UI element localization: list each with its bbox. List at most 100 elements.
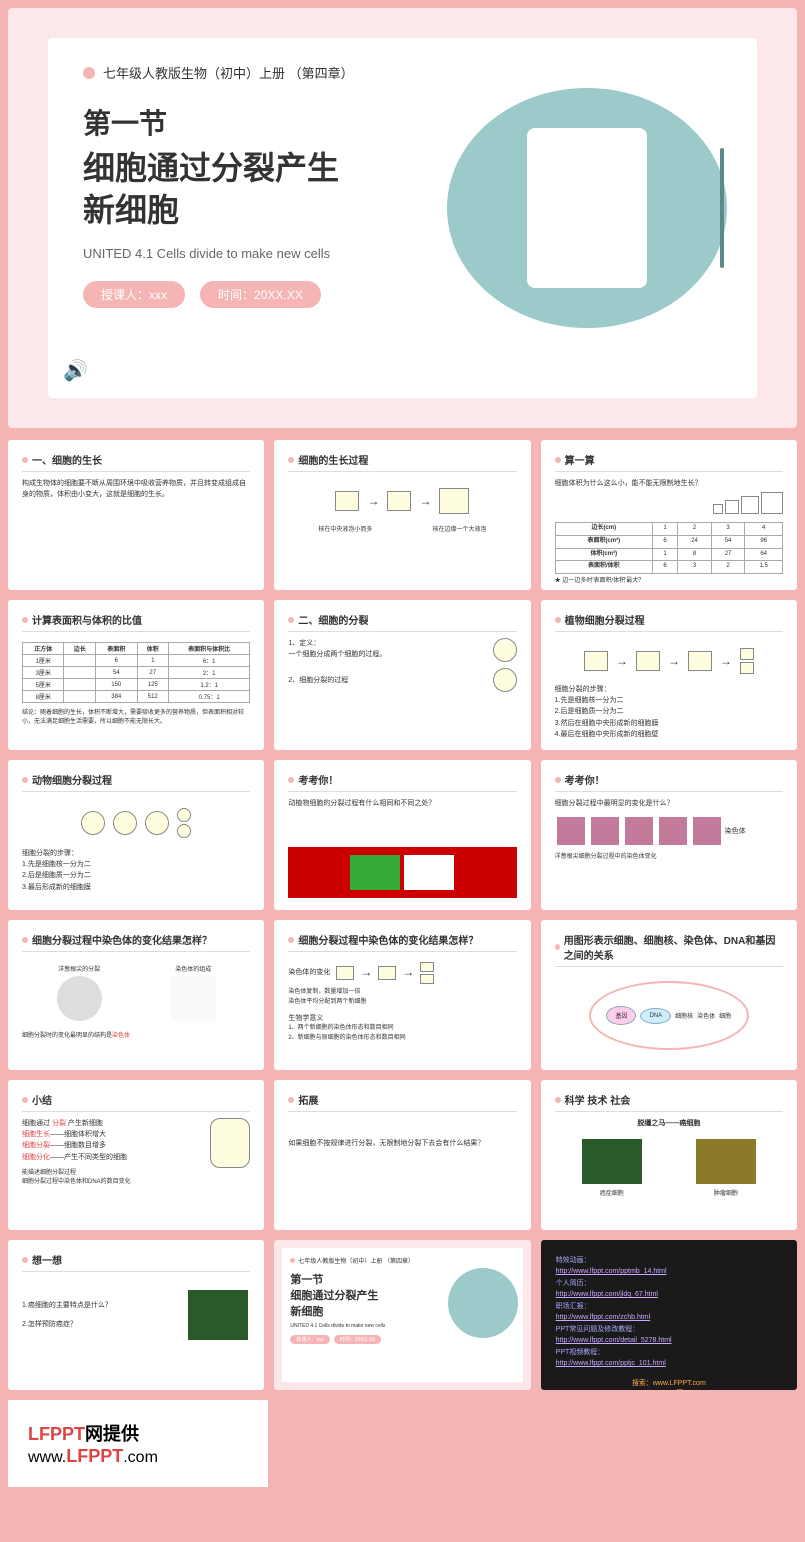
link[interactable]: http://www.lfppt.com/pptmb_14.html bbox=[556, 1268, 782, 1275]
breadcrumb-text: 七年级人教版生物（初中）上册 （第四章） bbox=[103, 63, 354, 82]
caption: 核在边缘一个大液泡 bbox=[433, 524, 487, 533]
slide-mini-title: 七年级人教版生物（初中）上册 （第四章） 第一节 细胞通过分裂产生 新细胞 UN… bbox=[274, 1240, 530, 1390]
slide-chromosome-result-2: 细胞分裂过程中染色体的变化结果怎样？ 染色体的变化 → → 染色体复制，数量增加… bbox=[274, 920, 530, 1070]
venn-label: 染色体 bbox=[697, 1011, 715, 1020]
chromosome-icon bbox=[336, 966, 354, 980]
slide-quiz-2: 考考你！ 细胞分裂过程中最明显的变化是什么？ 染色体 洋葱根尖细胞分裂过程中的染… bbox=[541, 760, 797, 910]
cell-icon bbox=[493, 638, 517, 662]
onion-image bbox=[57, 976, 102, 1021]
slide-title: 计算表面积与体积的比值 bbox=[32, 612, 142, 627]
link[interactable]: http://www.lfppt.com/detail_5278.html bbox=[556, 1337, 782, 1344]
slide-ratio-table: 计算表面积与体积的比值 正方体边长表面积体积表面积与体积比 1厘米616：1 3… bbox=[8, 600, 264, 750]
venn-label: 基因 bbox=[606, 1006, 636, 1025]
conclusion: 结论：随着细胞的生长，体积不断增大，需要吸收更多的营养物质，但表面积相对较小，无… bbox=[22, 707, 250, 725]
slide-quiz-1: 考考你！ 动植物细胞的分裂过程有什么相同和不同之处？ bbox=[274, 760, 530, 910]
table-footer: ★ 边一边多时'表面积/体积'最大？ bbox=[555, 577, 783, 587]
chromosome-image bbox=[659, 817, 687, 845]
chromosome-image bbox=[625, 817, 653, 845]
label: 染色体的组成 bbox=[171, 964, 216, 973]
caption: 核在中央液泡小而多 bbox=[318, 524, 372, 533]
cell-icon bbox=[584, 651, 608, 671]
step: 4.最后在细胞中央形成新的细胞壁 bbox=[555, 729, 783, 740]
microscope-icon bbox=[527, 128, 647, 288]
slide-animal-division: 动物细胞分裂过程 细胞分裂的步骤： 1.先是细胞核一分为二 2.后是细胞质一分为… bbox=[8, 760, 264, 910]
chromosome-image bbox=[591, 817, 619, 845]
cancer-cell-image bbox=[582, 1139, 642, 1184]
slide-title: 一、细胞的生长 bbox=[32, 452, 102, 467]
link[interactable]: http://www.lfppt.com/pptjc_101.html bbox=[556, 1360, 782, 1367]
chromosome-icon bbox=[378, 966, 396, 980]
slide-title: 细胞分裂过程中染色体的变化结果怎样？ bbox=[32, 932, 212, 947]
step: 1.先是细胞核一分为二 bbox=[555, 695, 783, 706]
cell-icon bbox=[177, 808, 191, 822]
step: 2.后是细胞质一分为二 bbox=[22, 870, 250, 881]
slide-title: 用图形表示细胞、细胞核、染色体、DNA和基因之间的关系 bbox=[564, 932, 783, 962]
brand-url: www.LFPPT.com bbox=[28, 1446, 248, 1467]
dna-icon bbox=[707, 148, 737, 268]
growth-diagram: → → bbox=[288, 488, 516, 514]
question: 细胞体积为什么这么小，能不能无限制地生长？ bbox=[555, 478, 783, 489]
summary-image bbox=[210, 1118, 250, 1168]
steps-title: 细胞分裂的步骤： bbox=[555, 684, 783, 695]
sub-label: 生物学意义 bbox=[288, 1013, 516, 1024]
slide-cell-growth: 一、细胞的生长 构成生物体的细胞要不断从周围环境中吸收营养物质，并且转变成组成自… bbox=[8, 440, 264, 590]
search-text: 搜索：www.LFPPT.com bbox=[556, 1378, 782, 1388]
chromosome-image bbox=[557, 817, 585, 845]
slide-title: 想一想 bbox=[32, 1252, 62, 1267]
chromosome-image bbox=[693, 817, 721, 845]
cell-icon bbox=[177, 824, 191, 838]
venn-label: DNA bbox=[640, 1008, 671, 1024]
animal-division-diagram bbox=[22, 808, 250, 838]
step: 3.然后在细胞中央形成新的细胞膜 bbox=[555, 718, 783, 729]
brand-name: LFPPT bbox=[28, 1424, 85, 1444]
question: 细胞分裂过程中最明显的变化是什么？ bbox=[555, 798, 783, 809]
slide-title: 细胞的生长过程 bbox=[298, 452, 368, 467]
slide-science-tech: 科学 技术 社会 脱缰之马——癌细胞 癌症细胞 肿瘤细胞 bbox=[541, 1080, 797, 1230]
slide-links: 特效动画：http://www.lfppt.com/pptmb_14.html … bbox=[541, 1240, 797, 1390]
time-pill: 时间：20XX.XX bbox=[200, 281, 321, 308]
label: 洋葱根尖的分裂 bbox=[57, 964, 102, 973]
tumor-cell-image bbox=[696, 1139, 756, 1184]
title-slide: 七年级人教版生物（初中）上册 （第四章） 第一节 细胞通过分裂产生 新细胞 UN… bbox=[8, 8, 797, 428]
slide-summary: 小结 细胞通过 分裂 产生新细胞 细胞生长——细胞体积增大 细胞分裂——细胞数目… bbox=[8, 1080, 264, 1230]
definition-body: 一个细胞分成两个细胞的过程。 bbox=[288, 649, 386, 660]
cell-icon bbox=[145, 811, 169, 835]
slide-title: 拓展 bbox=[298, 1092, 318, 1107]
cell-stage-3 bbox=[439, 488, 469, 514]
sub-body: 染色体复制，数量增加一倍 染色体平均分配到两个新细胞 bbox=[288, 988, 516, 1007]
venn-label: 细胞核 bbox=[675, 1011, 693, 1020]
venn-diagram: 基因 DNA 细胞核 染色体 细胞 bbox=[589, 981, 749, 1050]
slide-title: 二、细胞的分裂 bbox=[298, 612, 368, 627]
arrow-icon: → bbox=[367, 494, 379, 508]
cell-icon bbox=[113, 811, 137, 835]
cell-icon bbox=[493, 668, 517, 692]
cell-icon bbox=[636, 651, 660, 671]
slide-title: 算一算 bbox=[565, 452, 595, 467]
mini-hero-graphic bbox=[448, 1268, 518, 1338]
slide-title: 动物细胞分裂过程 bbox=[32, 772, 112, 787]
sub-label: 染色体的变化 bbox=[288, 967, 330, 978]
cell-stage-1 bbox=[335, 491, 359, 511]
venn-label: 细胞 bbox=[719, 1011, 731, 1020]
brand-suffix: 网提供 bbox=[85, 1424, 139, 1444]
label: 肿瘤细胞 bbox=[694, 1190, 758, 1200]
slide-calculate: 算一算 细胞体积为什么这么小，能不能无限制地生长？ 边长(cm)1234 表面积… bbox=[541, 440, 797, 590]
cell-icon bbox=[688, 651, 712, 671]
slide-title: 考考你！ bbox=[565, 772, 605, 787]
cell-icon bbox=[740, 648, 754, 660]
slide-body: 构成生物体的细胞要不断从周围环境中吸收营养物质，并且转变成组成自身的物质，体积由… bbox=[22, 478, 250, 578]
arrow-icon: → bbox=[419, 494, 431, 508]
slide-chromosome-result-1: 细胞分裂过程中染色体的变化结果怎样？ 洋葱根尖的分裂 染色体的组成 细胞分裂时的… bbox=[8, 920, 264, 1070]
chromosome-label: 染色体 bbox=[725, 826, 746, 837]
slide-extension: 拓展 如果细胞不按规律进行分裂，无限制地分裂下去会有什么结果？ bbox=[274, 1080, 530, 1230]
question: 动植物细胞的分裂过程有什么相同和不同之处？ bbox=[288, 798, 516, 841]
link[interactable]: http://www.lfppt.com/jldq_67.html bbox=[556, 1291, 782, 1298]
slide-title: 小结 bbox=[32, 1092, 52, 1107]
header: 脱缰之马——癌细胞 bbox=[555, 1118, 783, 1129]
lecturer-pill: 授课人：xxx bbox=[83, 281, 185, 308]
link[interactable]: http://www.lfppt.com/zchb.html bbox=[556, 1314, 782, 1321]
step: 3.最后形成新的细胞膜 bbox=[22, 882, 250, 893]
slide-venn-relationship: 用图形表示细胞、细胞核、染色体、DNA和基因之间的关系 基因 DNA 细胞核 染… bbox=[541, 920, 797, 1070]
question: 1.癌细胞的主要特点是什么？ bbox=[22, 1300, 112, 1311]
comparison-image bbox=[288, 847, 516, 898]
